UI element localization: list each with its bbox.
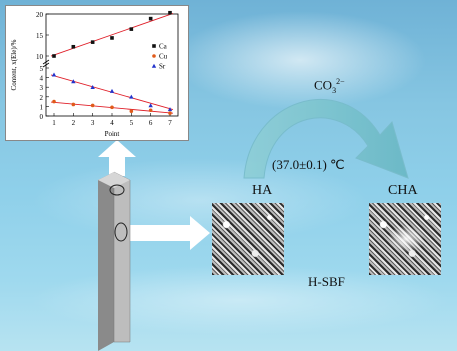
fit-line-ca [50,13,174,57]
ha-label: HA [252,183,273,198]
legend-marker-cu [152,54,156,58]
point-sr [71,79,76,84]
point-cu [110,105,114,110]
point-sr [51,72,57,77]
point-ca [110,36,114,40]
legend-marker-sr [151,63,157,68]
y-tick-label: 4 [40,75,44,83]
y-tick-label: 15 [36,32,44,40]
y-tick-label: 20 [36,11,44,19]
point-sr [148,103,153,108]
point-sr [109,88,115,93]
y-tick-label: 5 [40,65,44,73]
hsbf-label: H-SBF [308,274,345,289]
y-tick-label: 1 [40,103,44,111]
electrode-mid-ellipse [114,222,128,242]
cha-micrograph [369,203,441,275]
ha-micrograph [212,203,284,275]
x-axis-label: Point [105,130,120,138]
x-tick-label: 3 [91,119,95,127]
cha-label: CHA [388,183,418,198]
point-ca [129,27,134,31]
x-tick-label: 7 [168,119,172,127]
point-cu [71,102,76,107]
y-tick-label: 0 [40,113,44,121]
point-sr [129,94,134,99]
y-tick-label: 3 [40,84,44,92]
legend-marker-ca [152,44,156,48]
carbonate-label: CO32− [314,77,345,95]
point-cu [129,109,134,113]
electrode-plate [98,171,131,351]
x-tick-label: 1 [52,119,56,127]
legend-label-ca: Ca [159,43,168,51]
y-axis-label: Content, x(Ele)/% [10,39,18,90]
x-tick-label: 4 [110,119,114,127]
x-tick-label: 2 [72,119,76,127]
temperature-label: (37.0±0.1) ℃ [272,157,345,172]
electrode-top-ellipse [109,184,125,196]
point-ca [52,54,56,58]
legend-label-cu: Cu [159,53,168,61]
axis-break-mark [42,62,50,68]
point-sr [90,85,95,89]
point-cu [168,111,172,115]
y-tick-label: 10 [36,53,44,61]
axis-break-mark [42,59,50,65]
point-sr [167,107,173,112]
point-ca [148,16,153,21]
x-tick-label: 6 [149,119,153,127]
point-cu [52,99,56,104]
point-cu [90,103,95,108]
y-tick-label: 2 [40,94,44,102]
right-arrow [130,216,210,250]
curved-arrow-body [243,98,409,179]
point-ca [90,40,95,44]
up-arrow [98,140,136,176]
x-tick-label: 5 [130,119,134,127]
carbonate-sup: 2− [336,77,345,86]
point-ca [168,10,172,15]
legend-label-sr: Sr [159,63,166,71]
carbonate-sub: 3 [332,85,337,95]
composition-chart: 0 1 2 3 4 5 10 15 20 1 2 3 4 5 6 7 Point Content, x(Ele)/… [5,5,189,141]
carbonate-base: CO [314,77,333,93]
point-cu [148,108,153,113]
point-ca [71,44,76,49]
